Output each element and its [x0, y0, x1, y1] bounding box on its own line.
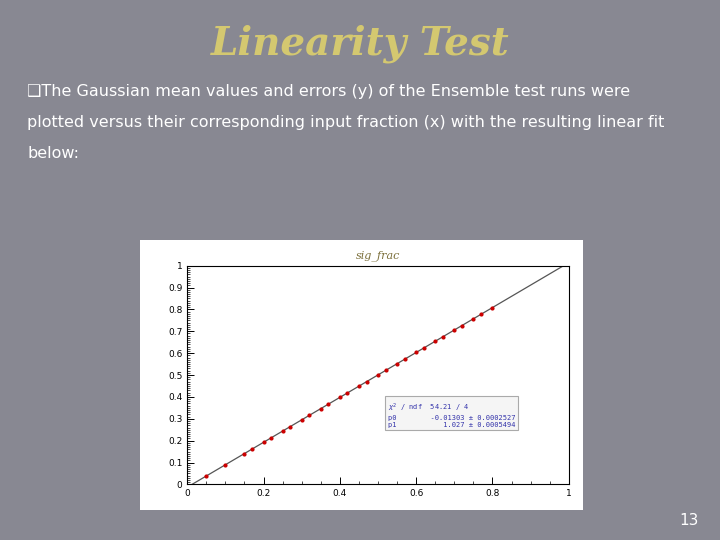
Title: sig_frac: sig_frac [356, 251, 400, 261]
Text: Linearity Test: Linearity Test [211, 24, 509, 63]
Text: below:: below: [27, 146, 79, 161]
Text: 13: 13 [679, 513, 698, 528]
Text: ❑The Gaussian mean values and errors (y) of the Ensemble test runs were: ❑The Gaussian mean values and errors (y)… [27, 84, 631, 99]
Text: plotted versus their corresponding input fraction (x) with the resulting linear : plotted versus their corresponding input… [27, 115, 665, 130]
Text: $\chi^2$ / ndf  54.21 / 4
p0        -0.01303 ± 0.0002527
p1           1.027 ± 0.: $\chi^2$ / ndf 54.21 / 4 p0 -0.01303 ± 0… [387, 401, 515, 428]
